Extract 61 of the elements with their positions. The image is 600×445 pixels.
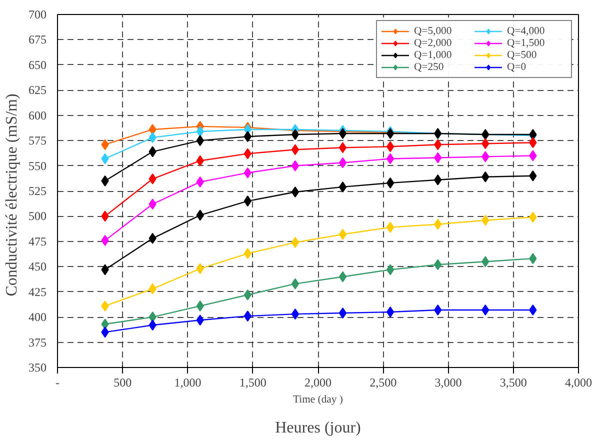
y-tick-label: 575 (28, 134, 46, 148)
x-tick-label: 1,000 (174, 376, 202, 390)
legend-label: Q=4,000 (507, 25, 546, 37)
legend-label: Q=250 (414, 61, 445, 73)
point (291, 278, 300, 290)
point (386, 177, 394, 188)
x-tick-label: 3,500 (500, 376, 527, 390)
x-tick-label: 500 (114, 376, 132, 390)
y-tick-label: 425 (28, 284, 46, 299)
point (386, 222, 394, 233)
point (434, 174, 442, 186)
legend-label: Q=5,000 (414, 25, 453, 37)
point (291, 129, 300, 140)
point (338, 128, 347, 140)
legend-label: Q=2,000 (414, 37, 453, 49)
y-tick-label: 675 (28, 32, 46, 47)
y-tick-label: 400 (28, 310, 46, 324)
point (434, 139, 442, 150)
point (434, 152, 442, 164)
point (291, 144, 300, 156)
legend-label: Q=1,500 (507, 37, 546, 49)
y-tick-label: 450 (28, 260, 46, 274)
y-tick-label: 550 (28, 158, 46, 173)
x-axis-title: Time (day ) (293, 394, 344, 406)
y-tick-label: 350 (28, 360, 46, 374)
text: Heures (jour) (275, 420, 361, 436)
y-tick-label: 525 (28, 184, 46, 198)
point (291, 160, 300, 172)
y-axis-title: Conductivité électrique (mS/m) (4, 94, 20, 296)
y-tick-label: 600 (28, 108, 46, 122)
point (291, 186, 300, 198)
point (434, 259, 442, 270)
legend-label: Q=1,000 (414, 49, 453, 61)
x-tick-label: - (56, 376, 60, 390)
y-tick-label: 650 (28, 58, 46, 72)
x-tick-label: 4,000 (565, 376, 592, 390)
y-tick-label: 475 (28, 234, 46, 248)
point (386, 264, 394, 276)
x-tick-label: 3,000 (434, 376, 462, 390)
point (338, 308, 347, 319)
point (386, 153, 394, 164)
y-tick-label: 625 (28, 83, 46, 98)
point (434, 218, 442, 230)
x-tick-label: 2,000 (304, 376, 332, 390)
point (338, 142, 347, 154)
y-tick-label: 375 (28, 335, 46, 350)
point (291, 236, 300, 248)
x-tick-label: 1,500 (239, 376, 266, 390)
x-tick-label: 2,500 (370, 376, 397, 390)
point (338, 157, 347, 168)
point (338, 228, 347, 240)
y-tick-label: 500 (28, 209, 46, 224)
point (386, 306, 394, 318)
point (434, 304, 442, 316)
point (386, 141, 394, 152)
point (338, 181, 347, 192)
legend-label: Q=0 (507, 61, 528, 73)
point (291, 308, 300, 320)
legend-label: Q=500 (507, 49, 538, 61)
y-tick-label: 700 (28, 8, 46, 22)
point (338, 271, 347, 282)
